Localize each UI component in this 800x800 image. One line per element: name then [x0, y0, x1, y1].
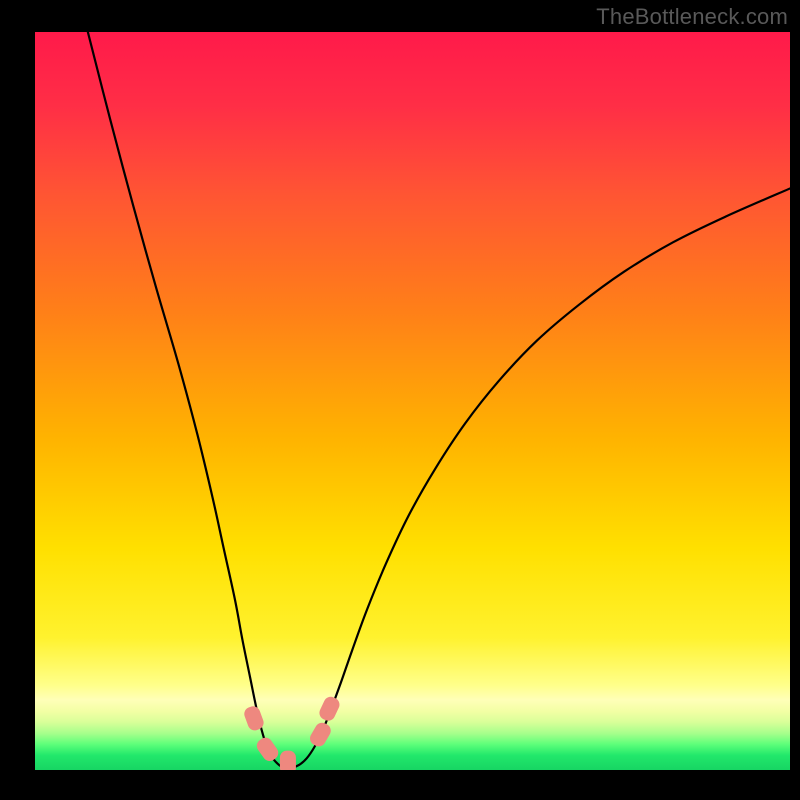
curve-marker — [280, 751, 296, 770]
plot-area — [35, 32, 790, 770]
marker-group — [242, 694, 341, 770]
chart-frame: TheBottleneck.com — [0, 0, 800, 800]
curve-layer — [35, 32, 790, 770]
bottleneck-curve — [88, 32, 790, 768]
curve-marker — [317, 694, 342, 723]
curve-marker — [307, 720, 333, 749]
curve-marker — [254, 735, 281, 764]
attribution-label: TheBottleneck.com — [596, 4, 788, 30]
